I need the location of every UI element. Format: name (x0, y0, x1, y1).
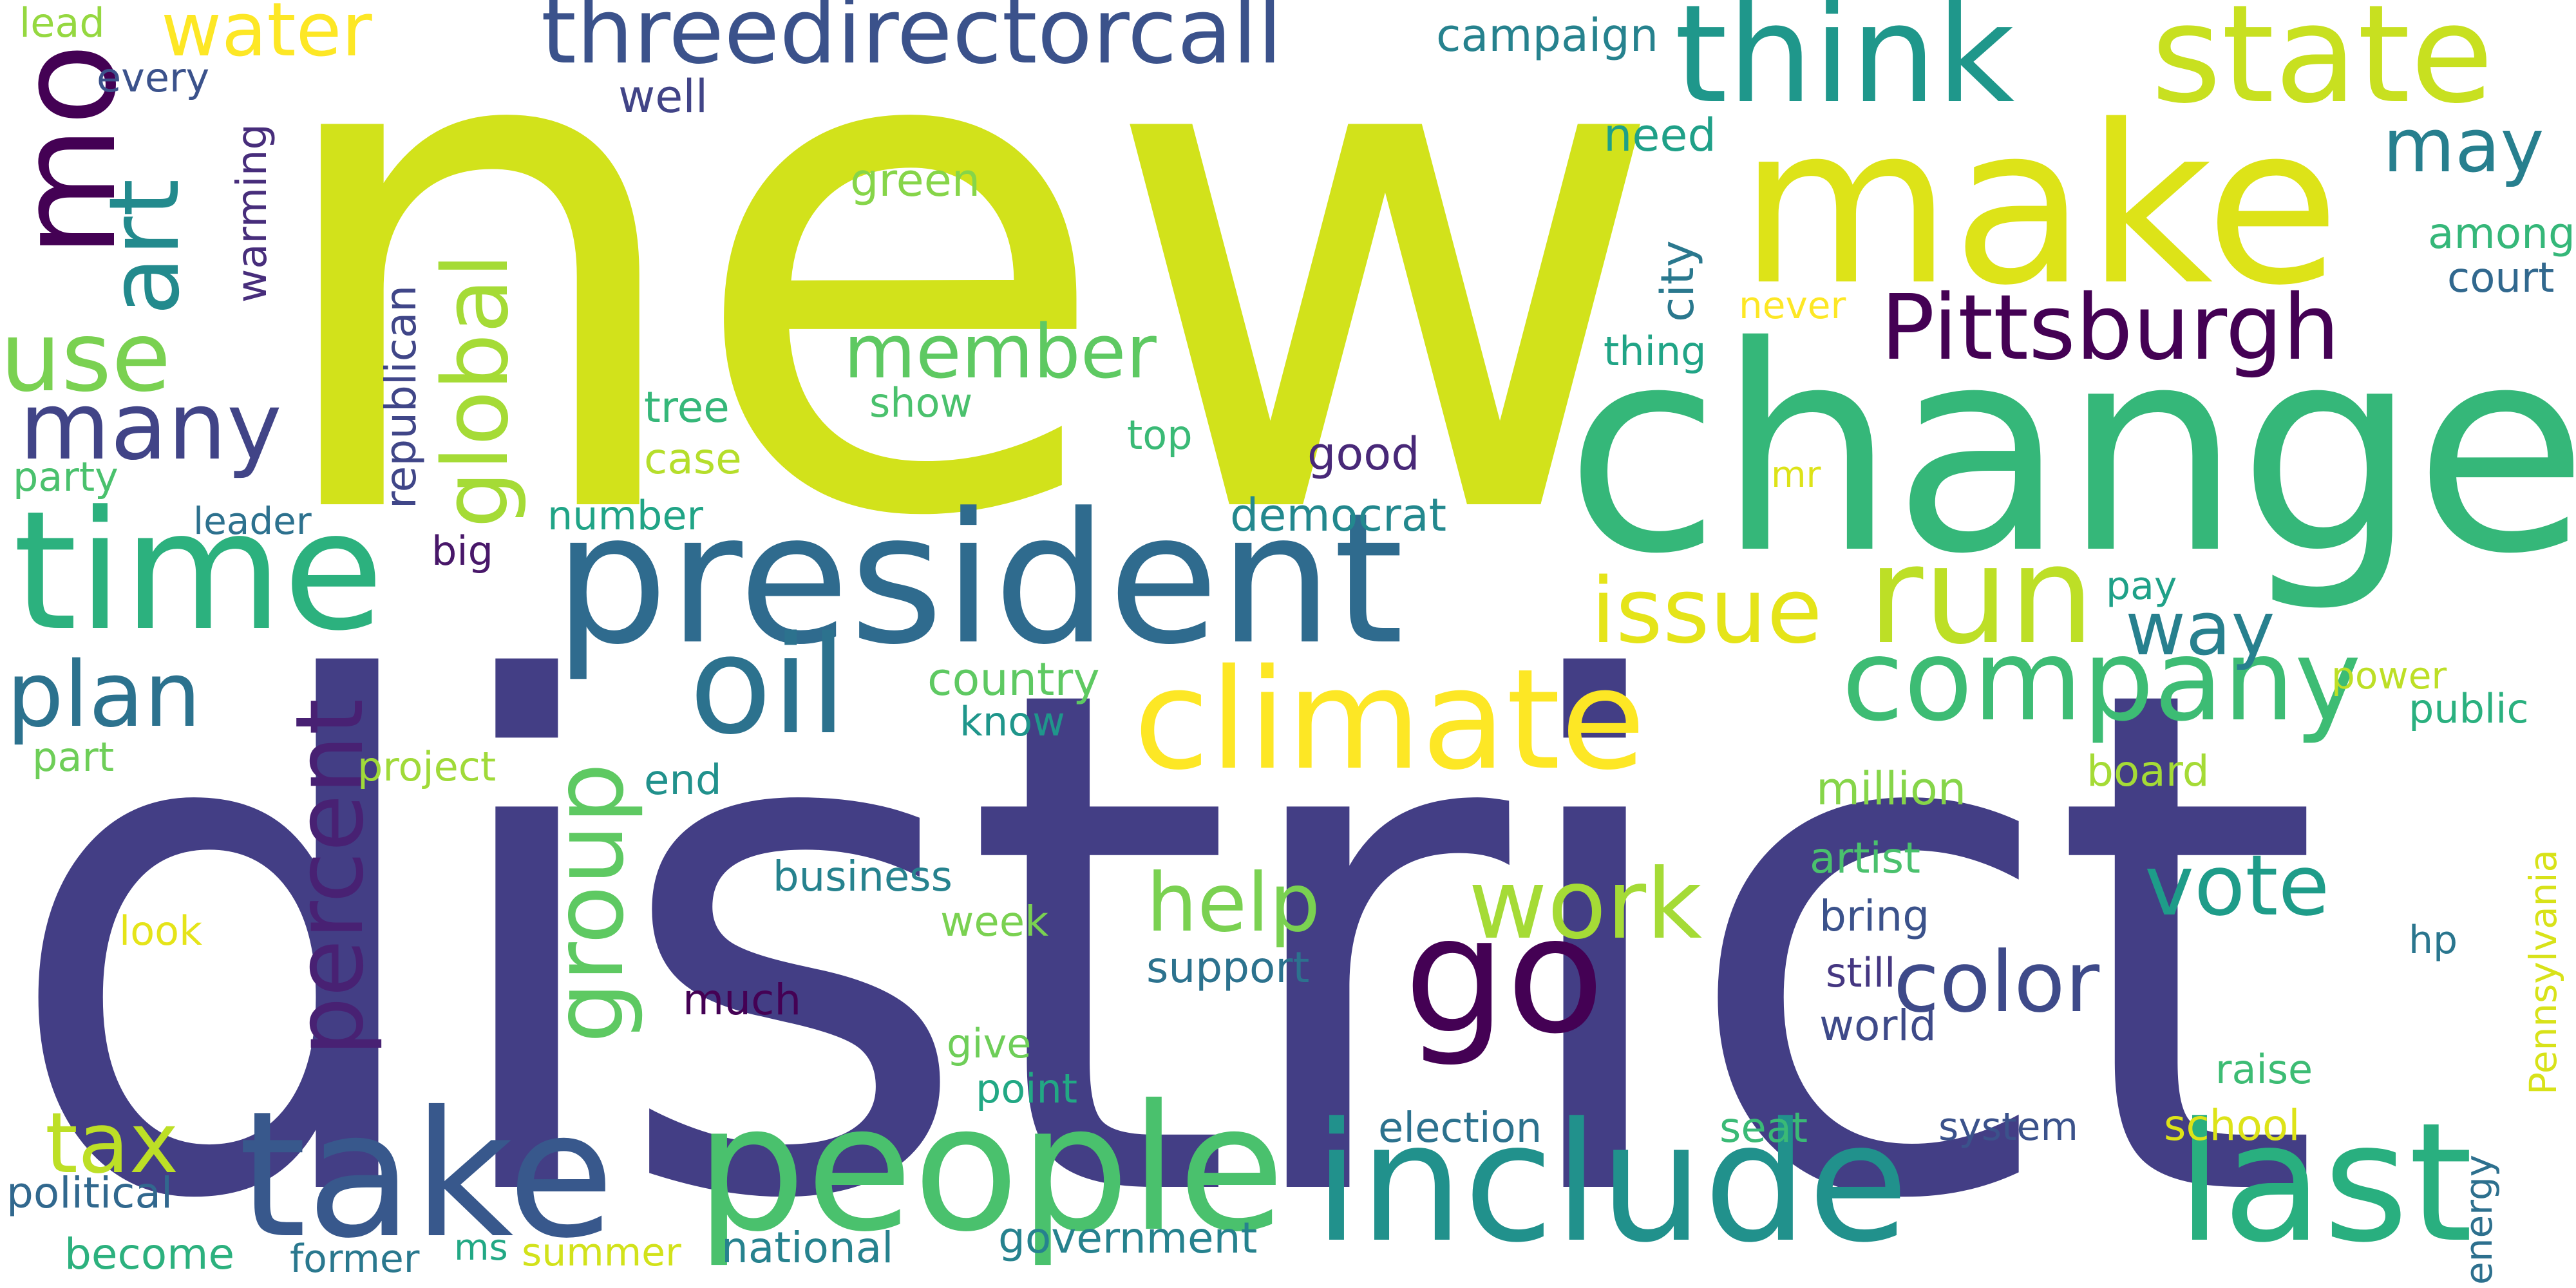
word-election: election (1378, 1104, 1542, 1152)
word-artist: artist (1810, 833, 1921, 883)
word-threedirectorcall: threedirectorcall (541, 0, 1283, 84)
word-part: part (32, 734, 115, 781)
word-never: never (1739, 283, 1846, 327)
word-campaign: campaign (1436, 9, 1659, 62)
word-court: court (2447, 254, 2555, 302)
word-pay: pay (2106, 564, 2177, 609)
word-leader: leader (193, 499, 312, 543)
word-national: national (721, 1223, 894, 1273)
word-global: global (424, 253, 529, 528)
word-people: people (696, 1067, 1285, 1270)
word-group: group (533, 762, 645, 1043)
word-lead: lead (19, 0, 105, 46)
word-well: well (618, 70, 708, 123)
word-district: district (0, 542, 2323, 1288)
word-big: big (431, 527, 493, 574)
word-party: party (13, 453, 118, 500)
word-time: time (13, 476, 384, 667)
word-plan: plan (6, 643, 202, 748)
word-system: system (1938, 1104, 2078, 1150)
word-member: member (844, 309, 1157, 395)
word-warming: warming (229, 123, 276, 303)
word-vote: vote (2145, 837, 2330, 934)
word-company: company (1842, 616, 2362, 746)
word-become: become (64, 1229, 235, 1279)
word-business: business (773, 853, 952, 901)
word-summer: summer (522, 1230, 681, 1275)
word-top: top (1127, 412, 1193, 459)
word-support: support (1146, 943, 1310, 992)
word-need: need (1604, 109, 1716, 162)
word-point: point (976, 1065, 1078, 1112)
word-pennsylvania: Pennsylvania (2521, 849, 2565, 1095)
word-art: art (89, 178, 201, 316)
word-make: make (1739, 79, 2340, 334)
word-among: among (2428, 209, 2575, 258)
word-week: week (940, 898, 1049, 946)
word-energy: energy (2457, 1154, 2501, 1285)
word-democrat: democrat (1230, 489, 1447, 542)
word-tree: tree (644, 383, 730, 432)
word-thing: thing (1604, 328, 1707, 375)
word-former: former (290, 1236, 420, 1282)
word-issue: issue (1591, 559, 1823, 664)
word-project: project (357, 743, 497, 790)
word-run: run (1868, 516, 2095, 674)
word-power: power (2331, 654, 2447, 697)
word-still: still (1826, 949, 1896, 996)
word-political: political (6, 1168, 173, 1218)
word-mr: mr (1771, 454, 1821, 496)
word-help: help (1146, 857, 1321, 950)
word-school: school (2164, 1101, 2300, 1150)
word-think: think (1674, 0, 2015, 133)
word-water: water (161, 0, 372, 73)
word-president: president (554, 475, 1404, 685)
word-government: government (998, 1213, 1258, 1263)
word-tax: tax (45, 1094, 179, 1192)
word-city: city (1651, 240, 1704, 322)
word-pittsburgh: Pittsburgh (1880, 276, 2340, 381)
word-work: work (1468, 849, 1702, 961)
word-end: end (644, 757, 722, 804)
word-include: include (1314, 1088, 1909, 1279)
word-know: know (960, 698, 1065, 745)
word-oil: oil (689, 607, 848, 764)
word-seat: seat (1719, 1104, 1808, 1152)
word-use: use (0, 301, 171, 413)
word-green: green (850, 154, 981, 207)
word-bring: bring (1819, 891, 1930, 941)
word-last: last (2177, 1088, 2473, 1279)
word-take: take (238, 1074, 615, 1276)
word-hp: hp (2409, 918, 2458, 963)
word-look: look (119, 907, 202, 954)
word-raise: raise (2215, 1046, 2313, 1093)
word-many: many (19, 372, 282, 481)
word-go: go (1404, 882, 1605, 1069)
word-public: public (2409, 685, 2529, 732)
word-change: change (1565, 286, 2576, 616)
word-republican: republican (376, 285, 426, 509)
word-new: new (258, 0, 1669, 668)
word-good: good (1307, 428, 1420, 480)
word-country: country (927, 653, 1100, 706)
word-case: case (644, 434, 742, 484)
word-every: every (97, 54, 210, 101)
word-world: world (1819, 1001, 1937, 1050)
word-million: million (1816, 762, 1967, 815)
word-show: show (869, 379, 973, 426)
word-much: much (683, 975, 802, 1025)
word-may: may (2383, 103, 2544, 189)
word-state: state (2151, 0, 2494, 133)
word-climate: climate (1133, 639, 1646, 800)
word-color: color (1893, 933, 2100, 1031)
word-number: number (547, 492, 703, 539)
word-way: way (2125, 586, 2275, 672)
word-give: give (947, 1020, 1032, 1067)
word-ms: ms (454, 1227, 508, 1269)
word-board: board (2087, 746, 2210, 796)
